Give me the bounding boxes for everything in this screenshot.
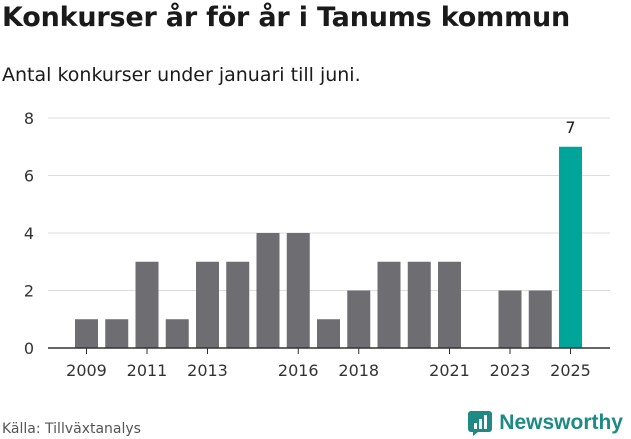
bar: [347, 290, 371, 348]
x-tick-label: 2021: [429, 361, 470, 380]
x-tick-label: 2009: [66, 361, 107, 380]
chart-title: Konkurser år för år i Tanums kommun: [2, 2, 571, 33]
x-tick-label: 2016: [278, 361, 319, 380]
bar: [559, 146, 582, 348]
bar: [498, 290, 522, 348]
bar: [256, 233, 280, 348]
newsworthy-logo[interactable]: Newsworthy: [467, 410, 623, 436]
data-label: 7: [565, 118, 575, 137]
bar: [135, 261, 159, 348]
y-tick-label: 0: [24, 339, 34, 358]
y-tick-label: 6: [24, 167, 34, 186]
y-tick-label: 4: [24, 224, 34, 243]
y-tick-label: 8: [24, 109, 34, 128]
bar: [317, 319, 340, 348]
bar: [438, 261, 461, 348]
bar: [226, 261, 250, 348]
brand-name: Newsworthy: [499, 411, 623, 434]
x-tick-label: 2023: [490, 361, 531, 380]
bar: [105, 319, 129, 348]
x-tick-label: 2025: [550, 361, 591, 380]
chart-subtitle: Antal konkurser under januari till juni.: [2, 64, 361, 86]
x-tick-label: 2018: [338, 361, 379, 380]
bar: [407, 261, 431, 348]
bar: [165, 319, 189, 348]
source-note: Källa: Tillväxtanalys: [2, 421, 141, 437]
newsworthy-logo-icon: [468, 411, 493, 436]
y-tick-label: 2: [24, 282, 34, 301]
bar: [528, 290, 552, 348]
bar: [286, 233, 310, 348]
bar: [75, 319, 98, 348]
bar: [196, 261, 219, 348]
x-tick-label: 2011: [127, 361, 168, 380]
bar: [377, 261, 401, 348]
x-tick-label: 2013: [187, 361, 228, 380]
